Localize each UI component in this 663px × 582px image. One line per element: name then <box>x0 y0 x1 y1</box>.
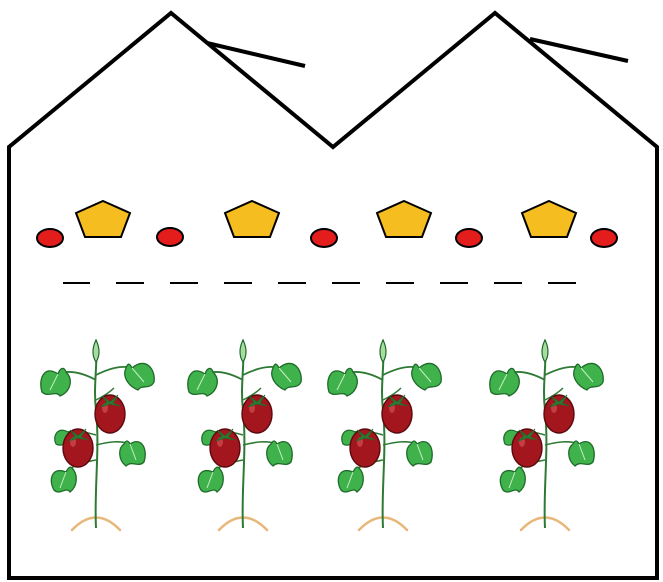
red-oval-dot-icon <box>36 228 64 248</box>
greenhouse-outline <box>7 10 659 580</box>
red-oval-dot-icon <box>590 228 618 248</box>
red-oval-dot-icon <box>455 228 483 248</box>
pentagon-lamp-icon <box>74 199 132 238</box>
lamp-row <box>74 199 578 238</box>
roof-vent-right <box>529 37 629 63</box>
tomato-plant-icon <box>326 338 443 532</box>
tomato-plant-icon <box>186 338 303 532</box>
roof-vent-left <box>206 41 306 68</box>
tomato-plant-icon <box>39 338 156 532</box>
red-oval-dot-icon <box>156 227 184 247</box>
pentagon-lamp-icon <box>375 199 433 238</box>
tomato-plant-icon <box>488 338 605 532</box>
pentagon-lamp-icon <box>520 199 578 238</box>
plant-row <box>39 338 605 532</box>
dot-row <box>36 227 618 248</box>
pentagon-lamp-icon <box>223 199 281 238</box>
red-oval-dot-icon <box>310 228 338 248</box>
